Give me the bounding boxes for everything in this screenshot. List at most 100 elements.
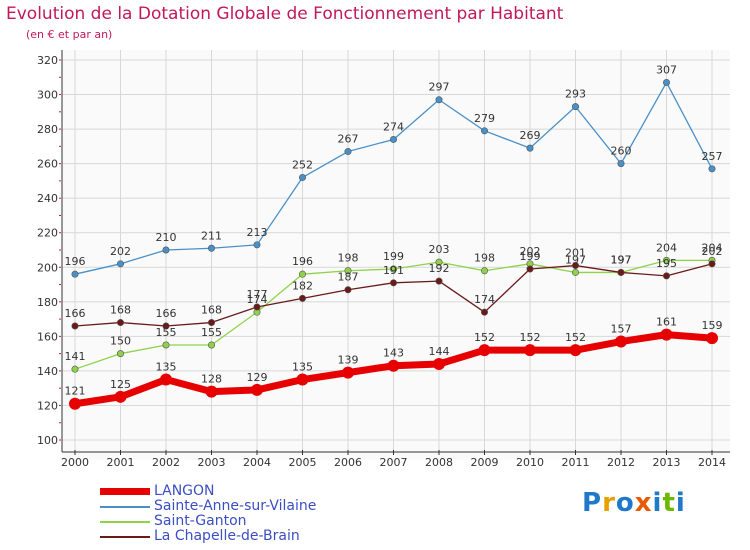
- legend-item: LANGON: [100, 484, 316, 499]
- data-point-saint-ganton: [344, 267, 352, 275]
- data-point-sainte-anne-sur-vilaine: [162, 246, 170, 254]
- logo-letter: P: [582, 488, 603, 518]
- data-label-sainte-anne-sur-vilaine: 267: [338, 133, 359, 146]
- logo-letter: i: [675, 488, 686, 518]
- data-point-langon: [296, 373, 309, 386]
- data-label-sainte-anne-sur-vilaine: 307: [656, 63, 677, 76]
- data-point-langon: [569, 344, 582, 357]
- data-label-saint-ganton: 196: [292, 255, 313, 268]
- data-point-saint-ganton: [71, 365, 79, 373]
- x-tick-label: 2006: [334, 456, 362, 469]
- data-label-la-chapelle-de-brain: 192: [429, 262, 450, 275]
- x-tick-labels: 2000 2001 2002 2003 2004 2005 2006 2007 2008 2009…: [61, 456, 726, 469]
- data-label-sainte-anne-sur-vilaine: 196: [65, 255, 86, 268]
- data-label-saint-ganton: 199: [383, 250, 404, 263]
- data-label-langon: 152: [474, 331, 495, 344]
- y-tick-label: 100: [37, 434, 58, 447]
- logo-letter: i: [652, 488, 663, 518]
- data-label-saint-ganton: 198: [338, 252, 359, 265]
- data-point-saint-ganton: [298, 270, 306, 278]
- logo-letter: t: [662, 488, 676, 518]
- data-label-sainte-anne-sur-vilaine: 211: [201, 229, 222, 242]
- data-point-la-chapelle-de-brain: [571, 262, 579, 270]
- x-tick-label: 2012: [607, 456, 635, 469]
- data-label-la-chapelle-de-brain: 166: [65, 307, 86, 320]
- logo-letter: x: [634, 488, 653, 518]
- y-tick-label: 240: [37, 192, 58, 205]
- data-point-la-chapelle-de-brain: [708, 260, 716, 268]
- data-point-sainte-anne-sur-vilaine: [435, 96, 443, 104]
- y-tick-label: 220: [37, 227, 58, 240]
- legend-label: LANGON: [154, 483, 215, 499]
- data-label-langon: 159: [702, 319, 723, 332]
- legend-item: Sainte-Anne-sur-Vilaine: [100, 499, 316, 514]
- x-tick-label: 2002: [152, 456, 180, 469]
- data-point-langon: [524, 344, 536, 357]
- data-point-sainte-anne-sur-vilaine: [526, 144, 534, 152]
- data-point-sainte-anne-sur-vilaine: [298, 173, 306, 181]
- logo-letter: o: [615, 488, 635, 518]
- data-point-sainte-anne-sur-vilaine: [662, 78, 670, 86]
- data-point-saint-ganton: [117, 350, 125, 358]
- x-tick-label: 2004: [243, 456, 271, 469]
- legend-swatch: [100, 535, 150, 538]
- data-label-la-chapelle-de-brain: 166: [156, 307, 177, 320]
- data-label-langon: 128: [201, 373, 222, 386]
- data-label-la-chapelle-de-brain: 202: [702, 245, 723, 258]
- data-point-sainte-anne-sur-vilaine: [617, 160, 625, 168]
- data-point-saint-ganton: [480, 267, 488, 275]
- chart-title: Evolution de la Dotation Globale de Fonc…: [6, 4, 564, 24]
- data-point-langon: [160, 373, 172, 386]
- data-point-saint-ganton: [389, 265, 397, 273]
- data-point-saint-ganton: [435, 258, 443, 266]
- legend-item: La Chapelle-de-Brain: [100, 529, 316, 544]
- data-point-sainte-anne-sur-vilaine: [389, 135, 397, 143]
- data-label-sainte-anne-sur-vilaine: 260: [611, 145, 632, 158]
- data-label-saint-ganton: 198: [474, 252, 495, 265]
- data-label-langon: 152: [565, 331, 586, 344]
- data-label-sainte-anne-sur-vilaine: 210: [156, 231, 177, 244]
- data-point-saint-ganton: [662, 256, 670, 264]
- x-tick-label: 2000: [61, 456, 89, 469]
- data-label-langon: 125: [110, 378, 131, 391]
- data-label-saint-ganton: 155: [156, 326, 177, 339]
- legend-swatch: [100, 488, 150, 495]
- data-point-saint-ganton: [571, 268, 579, 276]
- data-point-la-chapelle-de-brain: [389, 279, 397, 287]
- x-tick-label: 2005: [289, 456, 317, 469]
- legend-swatch: [100, 520, 150, 523]
- y-tick-label: 300: [37, 89, 58, 102]
- data-point-la-chapelle-de-brain: [162, 322, 170, 330]
- data-point-langon: [433, 358, 445, 370]
- data-label-langon: 121: [65, 385, 86, 398]
- legend-label: La Chapelle-de-Brain: [154, 528, 300, 544]
- data-label-la-chapelle-de-brain: 182: [292, 279, 313, 292]
- data-point-langon: [660, 328, 673, 341]
- data-label-langon: 144: [429, 345, 450, 358]
- data-label-la-chapelle-de-brain: 187: [338, 271, 359, 284]
- data-point-saint-ganton: [208, 341, 216, 349]
- data-label-saint-ganton: 197: [565, 253, 586, 266]
- data-label-la-chapelle-de-brain: 168: [201, 304, 222, 317]
- y-tick-label: 180: [37, 296, 58, 309]
- data-point-la-chapelle-de-brain: [253, 303, 261, 311]
- data-label-langon: 161: [656, 316, 677, 329]
- data-label-saint-ganton: 202: [520, 245, 541, 258]
- x-tick-label: 2001: [107, 456, 135, 469]
- series-group: [69, 78, 718, 410]
- x-tick-label: 2009: [471, 456, 499, 469]
- y-tick-label: 120: [37, 399, 58, 412]
- data-label-la-chapelle-de-brain: 168: [110, 304, 131, 317]
- data-label-sainte-anne-sur-vilaine: 297: [429, 81, 450, 94]
- y-tick-label: 260: [37, 158, 58, 171]
- x-tick-label: 2003: [198, 456, 226, 469]
- data-label-langon: 139: [338, 354, 359, 367]
- x-tick-label: 2010: [516, 456, 544, 469]
- legend-label: Saint-Ganton: [154, 513, 247, 529]
- data-point-la-chapelle-de-brain: [117, 319, 125, 327]
- data-label-langon: 135: [292, 361, 313, 374]
- data-point-langon: [342, 366, 354, 379]
- data-label-langon: 157: [611, 323, 632, 336]
- data-point-langon: [251, 383, 263, 396]
- y-tick-label: 200: [37, 261, 58, 274]
